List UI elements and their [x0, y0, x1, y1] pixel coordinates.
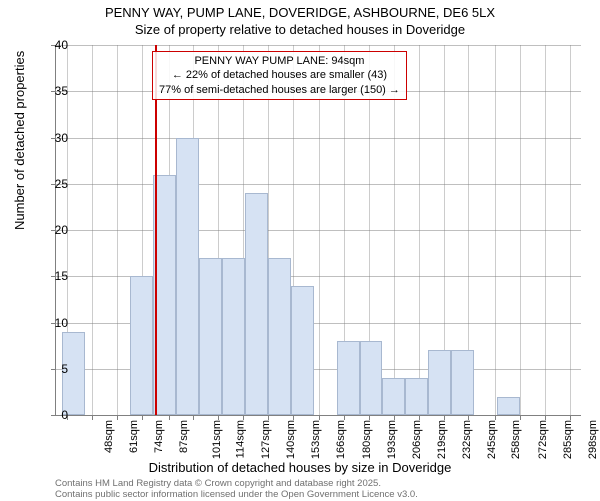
- ytick-label: 35: [38, 84, 68, 98]
- reference-line: [155, 45, 157, 415]
- gridline-v: [117, 45, 118, 415]
- histogram-bar: [245, 193, 268, 415]
- gridline-v: [419, 45, 420, 415]
- xtick-mark: [193, 415, 194, 420]
- xtick-label: 206sqm: [411, 420, 423, 459]
- xtick-label: 61sqm: [128, 420, 140, 453]
- xtick-label: 74sqm: [153, 420, 165, 453]
- xtick-label: 48sqm: [103, 420, 115, 453]
- histogram-bar: [360, 341, 383, 415]
- xtick-label: 140sqm: [285, 420, 297, 459]
- footer-attribution: Contains HM Land Registry data © Crown c…: [55, 478, 418, 501]
- xtick-label: 180sqm: [362, 420, 374, 459]
- histogram-bar: [428, 350, 451, 415]
- xtick-label: 272sqm: [537, 420, 549, 459]
- title-line-2: Size of property relative to detached ho…: [0, 22, 600, 37]
- xtick-label: 153sqm: [310, 420, 322, 459]
- annotation-box: PENNY WAY PUMP LANE: 94sqm ← 22% of deta…: [152, 51, 407, 100]
- xtick-label: 298sqm: [587, 420, 599, 459]
- xtick-label: 127sqm: [260, 420, 272, 459]
- histogram-bar: [199, 258, 222, 415]
- gridline-v: [319, 45, 320, 415]
- xtick-label: 114sqm: [235, 420, 247, 458]
- ytick-label: 30: [38, 131, 68, 145]
- footer-line-2: Contains public sector information licen…: [55, 489, 418, 500]
- histogram-bar: [405, 378, 428, 415]
- histogram-bar: [497, 397, 520, 416]
- histogram-bar: [130, 276, 153, 415]
- histogram-bar: [222, 258, 245, 415]
- y-axis-label: Number of detached properties: [12, 51, 27, 230]
- ytick-label: 0: [38, 408, 68, 422]
- annotation-line-1: PENNY WAY PUMP LANE: 94sqm: [159, 54, 400, 68]
- histogram-bar: [337, 341, 360, 415]
- xtick-label: 166sqm: [335, 420, 347, 459]
- histogram-bar: [291, 286, 314, 416]
- xtick-mark: [142, 415, 143, 420]
- xtick-label: 87sqm: [178, 420, 190, 453]
- xtick-mark: [169, 415, 170, 420]
- xtick-label: 101sqm: [211, 420, 223, 459]
- xtick-label: 285sqm: [562, 420, 574, 459]
- xtick-label: 245sqm: [486, 420, 498, 459]
- ytick-label: 40: [38, 38, 68, 52]
- ytick-label: 10: [38, 316, 68, 330]
- xtick-label: 232sqm: [461, 420, 473, 459]
- gridline-v: [520, 45, 521, 415]
- histogram-bar: [268, 258, 291, 415]
- xtick-label: 219sqm: [436, 420, 448, 459]
- xtick-mark: [92, 415, 93, 420]
- histogram-bar: [451, 350, 474, 415]
- plot-area: PENNY WAY PUMP LANE: 94sqm ← 22% of deta…: [55, 45, 581, 416]
- gridline-v: [545, 45, 546, 415]
- xtick-label: 193sqm: [386, 420, 398, 459]
- xtick-label: 258sqm: [511, 420, 523, 459]
- gridline-v: [394, 45, 395, 415]
- ytick-label: 20: [38, 223, 68, 237]
- gridline-v: [495, 45, 496, 415]
- ytick-label: 15: [38, 269, 68, 283]
- ytick-label: 25: [38, 177, 68, 191]
- x-axis-label: Distribution of detached houses by size …: [0, 460, 600, 475]
- annotation-line-2: ← 22% of detached houses are smaller (43…: [159, 68, 400, 82]
- histogram-bar: [176, 138, 199, 416]
- title-line-1: PENNY WAY, PUMP LANE, DOVERIDGE, ASHBOUR…: [0, 5, 600, 20]
- xtick-mark: [117, 415, 118, 420]
- annotation-line-3: 77% of semi-detached houses are larger (…: [159, 83, 400, 97]
- gridline-v: [570, 45, 571, 415]
- ytick-label: 5: [38, 362, 68, 376]
- chart-title: PENNY WAY, PUMP LANE, DOVERIDGE, ASHBOUR…: [0, 5, 600, 37]
- footer-line-1: Contains HM Land Registry data © Crown c…: [55, 478, 418, 489]
- histogram-bar: [382, 378, 405, 415]
- gridline-v: [92, 45, 93, 415]
